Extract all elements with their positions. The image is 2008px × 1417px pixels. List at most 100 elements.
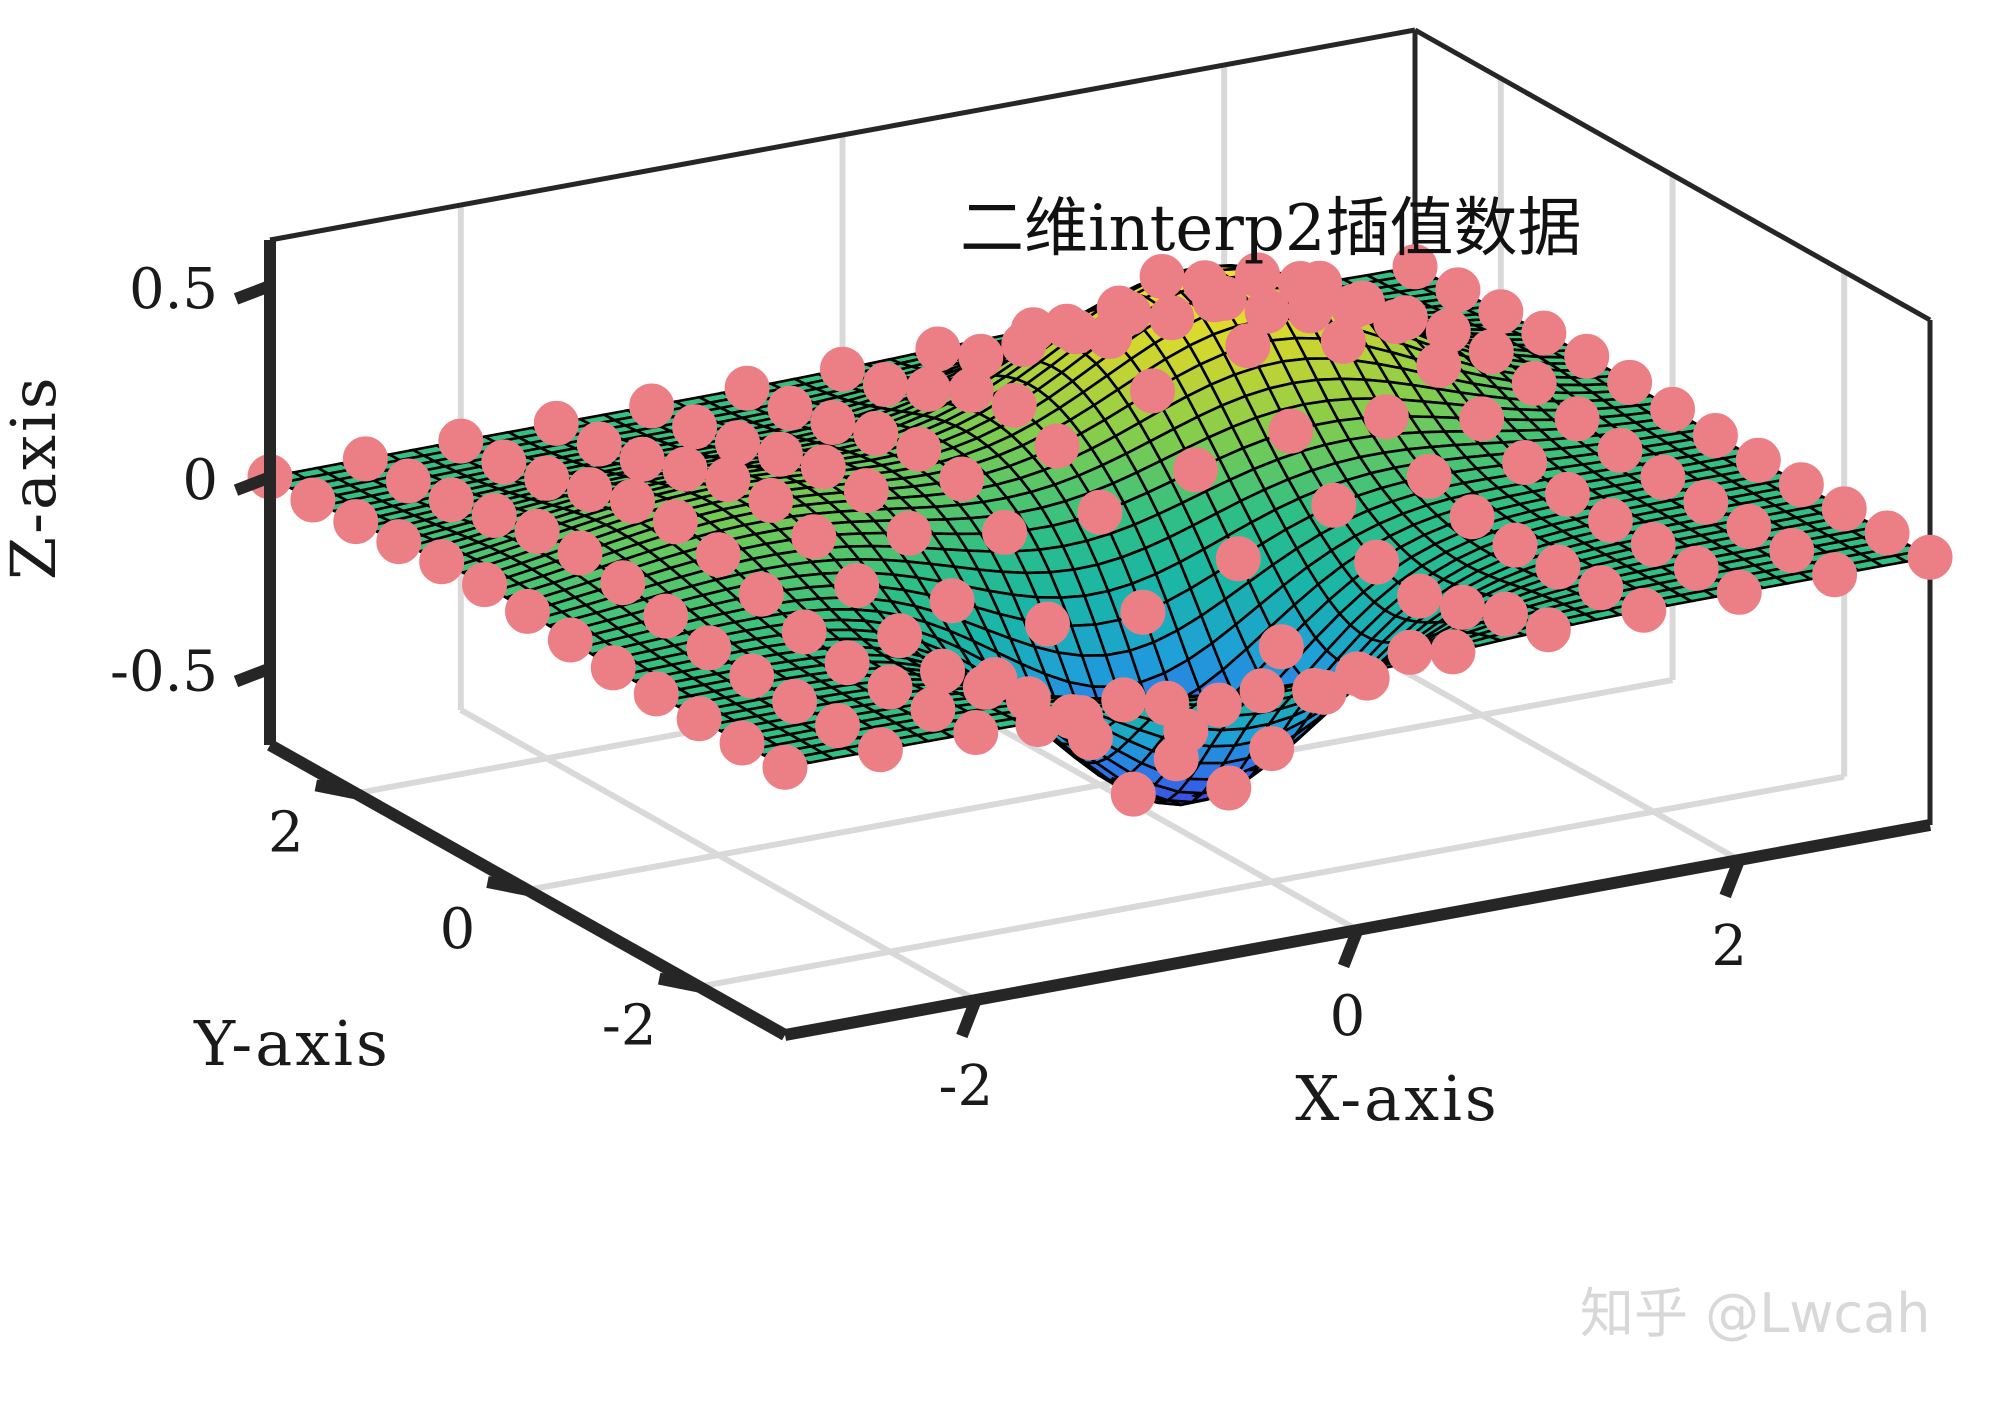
scatter-marker	[1468, 329, 1514, 375]
scatter-marker	[1048, 694, 1094, 740]
scatter-marker	[600, 560, 646, 606]
scatter-marker	[1525, 607, 1571, 653]
scatter-marker	[1077, 489, 1123, 535]
scatter-marker	[695, 532, 741, 578]
scatter-marker	[982, 509, 1028, 555]
scatter-marker	[834, 563, 880, 608]
scatter-marker	[533, 400, 579, 446]
scatter-marker	[1578, 565, 1624, 611]
scatter-marker	[1607, 359, 1653, 405]
scatter-marker	[791, 514, 837, 560]
scatter-marker	[1087, 314, 1133, 359]
scatter-marker	[1130, 368, 1175, 414]
scatter-marker	[1335, 651, 1380, 697]
scatter-marker	[886, 510, 932, 556]
scatter-marker	[567, 467, 613, 513]
scatter-marker	[629, 383, 675, 429]
scatter-marker	[1821, 486, 1867, 532]
scatter-marker	[910, 686, 956, 732]
scatter-marker	[1235, 252, 1280, 298]
scatter-marker	[557, 530, 603, 576]
z-tick-0	[233, 662, 273, 688]
scatter-marker	[1621, 587, 1667, 633]
scatter-marker	[1459, 396, 1505, 442]
scatter-marker	[820, 346, 865, 392]
scatter-marker	[1406, 453, 1452, 499]
scatter-marker	[757, 431, 803, 477]
scatter-marker	[800, 444, 846, 490]
scatter-marker	[939, 456, 985, 502]
scatter-marker	[1025, 601, 1070, 647]
scatter-marker	[376, 519, 422, 565]
scatter-marker	[1215, 536, 1261, 582]
axis-ticks	[233, 280, 1745, 1039]
scatter-marker	[1521, 310, 1567, 356]
scatter-marker	[815, 703, 860, 749]
scatter-marker	[686, 625, 732, 671]
scatter-marker	[1435, 267, 1481, 313]
floor-grid-y	[526, 677, 1674, 893]
x-tick-0	[956, 997, 982, 1039]
scatter-marker	[1492, 522, 1538, 568]
scatter-marker	[1144, 680, 1190, 726]
scatter-marker	[576, 421, 622, 467]
scatter-marker	[843, 468, 889, 514]
scatter-marker	[333, 499, 379, 545]
scatter-marker	[1387, 629, 1433, 675]
scatter-marker	[1587, 497, 1633, 543]
scatter-marker	[905, 366, 951, 412]
scatter-marker	[1225, 323, 1271, 369]
scatter-marker	[342, 436, 388, 482]
scatter-marker	[471, 493, 517, 538]
scatter-marker	[1149, 295, 1195, 341]
scatter-marker	[1630, 522, 1676, 567]
scatter-marker	[1397, 573, 1443, 619]
scatter-marker	[1907, 534, 1953, 580]
scatter-marker	[419, 539, 465, 585]
scatter-marker	[1511, 360, 1557, 406]
x-tick-2	[1719, 857, 1745, 899]
box-top-back-left	[269, 27, 1416, 243]
scatter-marker	[1239, 668, 1285, 714]
scatter-marker	[1673, 545, 1719, 591]
scatter-marker	[481, 439, 527, 485]
x-tick-1	[1337, 927, 1364, 969]
scatter-marker	[1373, 299, 1419, 345]
scatter-marker	[547, 617, 593, 663]
scatter-marker	[896, 426, 942, 472]
scatter-marker	[772, 678, 818, 724]
scatter-marker	[1650, 386, 1695, 432]
scatter-marker	[1554, 396, 1600, 442]
scatter-marker	[1268, 408, 1314, 454]
scatter-marker	[290, 477, 336, 523]
scatter-marker	[929, 578, 975, 624]
scatter-marker	[672, 404, 718, 450]
scatter-marker	[991, 382, 1037, 428]
y-tick-2	[314, 779, 358, 800]
scatter-marker	[652, 499, 698, 545]
y-tick-1	[486, 876, 529, 896]
scatter-marker	[1101, 677, 1147, 723]
scatter-marker	[867, 664, 913, 710]
scatter-marker	[1120, 589, 1166, 635]
scatter-marker	[920, 648, 965, 694]
scatter-marker	[1478, 289, 1524, 335]
scatter-marker	[1153, 736, 1199, 782]
scatter-marker	[1545, 471, 1590, 517]
scatter-marker	[1292, 668, 1338, 713]
scatter-marker	[948, 367, 994, 413]
scatter-marker	[428, 477, 474, 523]
scatter-marker	[857, 727, 903, 773]
box-top-back-right	[1413, 27, 1932, 323]
scatter-marker	[1249, 726, 1295, 772]
scatter-marker	[1392, 244, 1438, 290]
scatter-marker	[1363, 394, 1409, 440]
scatter-marker	[438, 418, 484, 464]
scatter-marker	[633, 671, 679, 717]
scatter-marker	[1430, 629, 1476, 675]
scatter-marker	[862, 362, 908, 407]
scatter-marker	[505, 588, 550, 634]
scatter-marker	[1139, 254, 1185, 299]
